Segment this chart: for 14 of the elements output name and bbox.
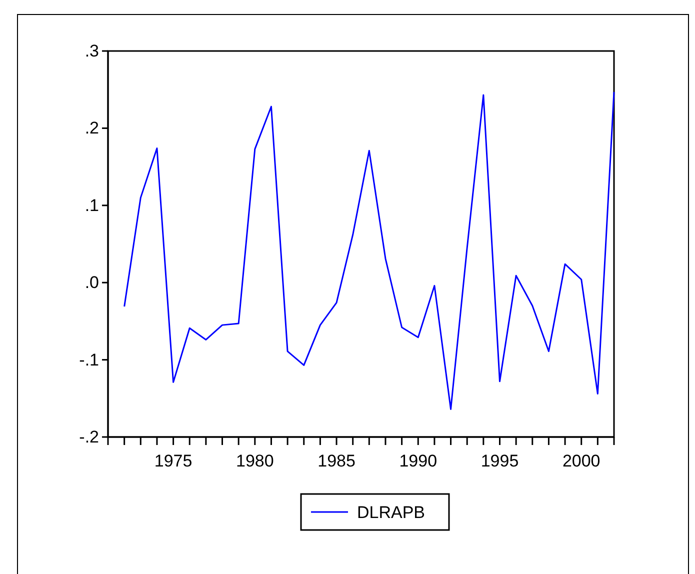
x-tick-label: 1975 (154, 452, 192, 471)
x-tick-label: 1995 (480, 452, 519, 471)
x-tick-label: 2000 (562, 452, 600, 471)
x-tick-label: 1985 (318, 452, 356, 471)
y-tick-label: .1 (84, 196, 99, 215)
y-tick-label: -.2 (79, 427, 99, 446)
x-tick-label: 1990 (399, 452, 438, 471)
y-tick-label: .3 (84, 41, 99, 60)
legend-label: DLRAPB (357, 503, 426, 522)
y-tick-label: .2 (84, 118, 99, 138)
line-series (124, 91, 615, 410)
x-tick-label: 1980 (236, 452, 274, 471)
y-tick-label: .0 (84, 273, 99, 292)
y-tick-label: -.1 (79, 350, 99, 370)
